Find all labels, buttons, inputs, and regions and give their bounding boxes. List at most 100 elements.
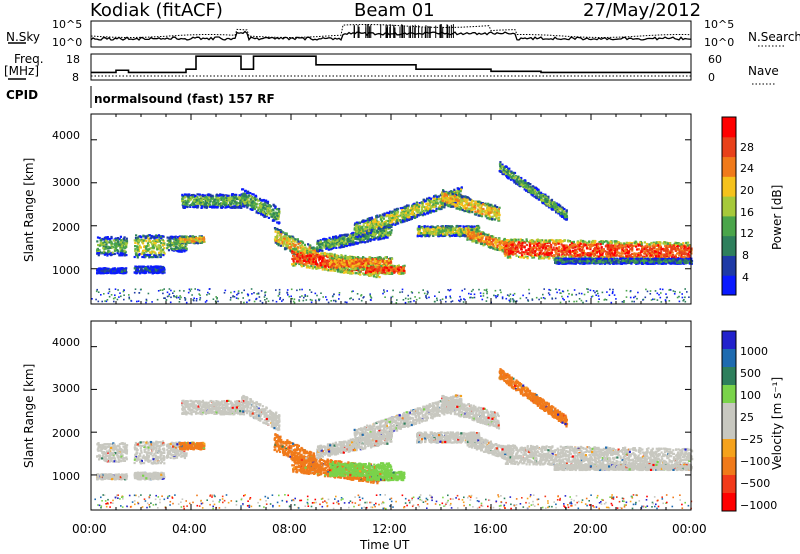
- scatter-cell: [426, 208, 429, 211]
- power-ytick-1000: 1000: [52, 264, 80, 277]
- scatter-cell: [133, 255, 136, 259]
- scatter-cell: [277, 212, 281, 216]
- scatter-cell: [433, 205, 436, 208]
- scatter-cell: [288, 238, 291, 241]
- scatter-cell: [388, 261, 391, 264]
- scatter-cell: [362, 220, 365, 223]
- scatter-cell: [103, 240, 106, 243]
- scatter-cell: [347, 240, 350, 243]
- scatter-cell: [291, 243, 294, 247]
- scatter-cell: [426, 211, 429, 214]
- scatter-cell: [244, 189, 247, 192]
- scatter-cell: [176, 242, 179, 245]
- scatter-cell: [283, 240, 286, 243]
- scatter-cell: [108, 269, 111, 273]
- scatter-cell: [442, 202, 445, 205]
- scatter-cell: [140, 236, 143, 239]
- scatter-cell: [312, 251, 315, 254]
- scatter-cell: [183, 238, 187, 241]
- nave-ytick-high: 60: [708, 53, 722, 66]
- scatter-cell: [114, 247, 117, 250]
- scatter-cell: [413, 205, 416, 208]
- scatter-cell: [424, 200, 427, 203]
- scatter-cell: [114, 243, 118, 246]
- scatter-cell: [123, 269, 126, 272]
- scatter-cell: [197, 198, 200, 201]
- scatter-cell: [386, 211, 389, 214]
- scatter-cell: [270, 213, 273, 216]
- scatter-cell: [342, 241, 346, 244]
- scatter-cell: [453, 188, 456, 191]
- scatter-cell: [373, 238, 376, 241]
- scatter-cell: [276, 215, 279, 218]
- scatter-cell: [401, 209, 404, 212]
- scatter-cell: [345, 260, 348, 263]
- scatter-cell: [359, 273, 362, 276]
- scatter-cell: [148, 269, 151, 272]
- scatter-cell: [326, 260, 329, 263]
- scatter-cell: [256, 199, 259, 202]
- scatter-cell: [389, 257, 392, 260]
- scatter-cell: [117, 250, 120, 253]
- scatter-cell: [242, 188, 245, 191]
- scatter-cell: [380, 216, 383, 219]
- scatter-cell: [154, 242, 157, 245]
- scatter-cell: [398, 219, 402, 222]
- scatter-cell: [327, 248, 330, 251]
- scatter-cell: [307, 243, 310, 246]
- scatter-cell: [319, 241, 322, 244]
- scatter-cell: [141, 269, 144, 272]
- scatter-cell: [359, 241, 362, 244]
- scatter-cell: [106, 237, 109, 240]
- scatter-cell: [393, 213, 396, 216]
- scatter-cell: [169, 240, 172, 243]
- scatter-cell: [339, 237, 342, 240]
- scatter-cell: [391, 219, 394, 222]
- freq-label: Freq.: [14, 52, 44, 66]
- scatter-cell: [345, 270, 348, 273]
- scatter-cell: [308, 246, 311, 249]
- scatter-cell: [313, 256, 316, 259]
- scatter-cell: [235, 197, 238, 201]
- scatter-cell: [161, 248, 165, 251]
- scatter-cell: [102, 238, 105, 241]
- nave-label: Nave: [748, 64, 779, 78]
- scatter-cell: [107, 245, 110, 248]
- scatter-cell: [119, 246, 122, 249]
- scatter-cell: [349, 234, 352, 237]
- scatter-cell: [376, 261, 379, 264]
- scatter-cell: [108, 241, 111, 244]
- scatter-cell: [419, 213, 422, 216]
- scatter-cell: [285, 238, 289, 241]
- nsky-label: N.Sky: [6, 30, 41, 44]
- scatter-cell: [243, 195, 246, 198]
- scatter-cell: [230, 193, 234, 197]
- scatter-cell: [120, 245, 123, 248]
- scatter-cell: [268, 207, 271, 210]
- scatter-cell: [393, 216, 396, 219]
- scatter-cell: [266, 207, 269, 210]
- scatter-cell: [133, 271, 136, 274]
- scatter-cell: [422, 212, 426, 215]
- scatter-cell: [169, 237, 172, 240]
- scatter-cell: [371, 258, 374, 261]
- scatter-cell: [411, 216, 414, 219]
- scatter-cell: [140, 238, 143, 241]
- scatter-cell: [416, 204, 419, 207]
- scatter-cell: [158, 239, 161, 243]
- scatter-cell: [186, 194, 189, 197]
- scatter-cell: [337, 243, 340, 246]
- freq-unit-label: [MHz]: [4, 64, 40, 78]
- scatter-cell: [123, 236, 126, 239]
- scatter-cell: [250, 201, 253, 204]
- scatter-cell: [458, 194, 461, 197]
- scatter-cell: [125, 254, 128, 257]
- scatter-cell: [110, 240, 113, 243]
- scatter-cell: [335, 246, 338, 249]
- scatter-cell: [432, 210, 435, 213]
- scatter-cell: [255, 211, 258, 214]
- power-cb-tick-28: 28: [740, 141, 754, 154]
- scatter-cell: [100, 272, 103, 275]
- scatter-cell: [98, 252, 101, 255]
- scatter-cell: [349, 239, 352, 242]
